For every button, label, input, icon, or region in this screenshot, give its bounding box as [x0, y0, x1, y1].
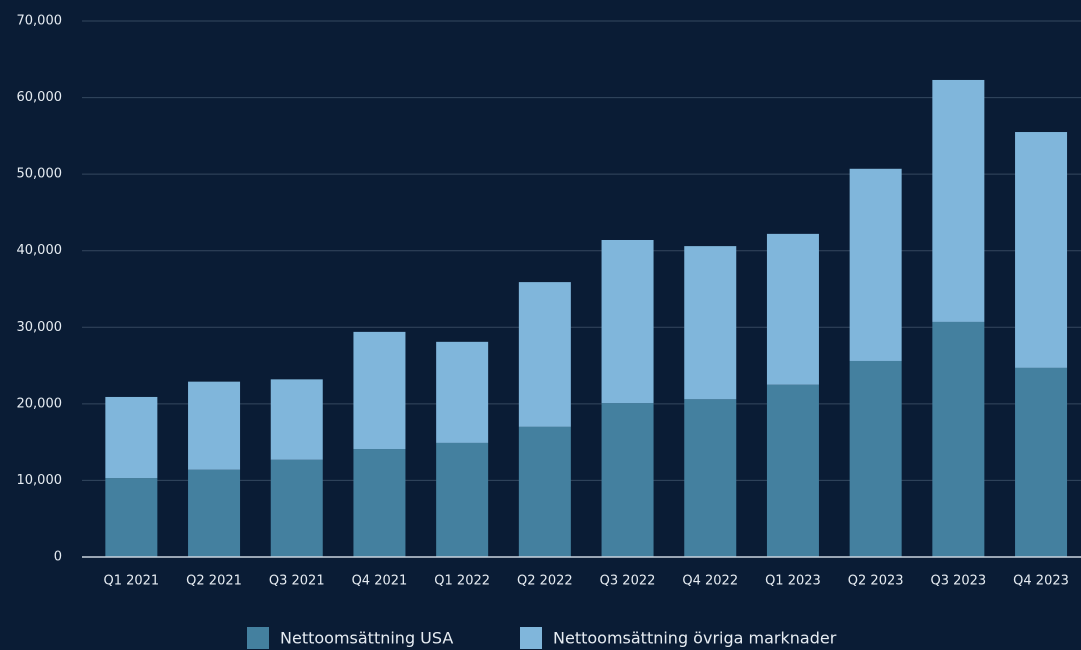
x-tick-label: Q4 2023: [1013, 574, 1069, 589]
bar-segment: [601, 239, 654, 404]
bar-segment: [270, 379, 323, 460]
legend-label: Nettoomsättning övriga marknader: [553, 629, 837, 648]
legend-swatch: [520, 627, 542, 649]
y-tick-label: 30,000: [17, 320, 63, 335]
x-tick-label: Q3 2022: [600, 574, 656, 589]
y-tick-label: 0: [54, 550, 62, 565]
legend-swatch: [247, 627, 269, 649]
x-tick-label: Q3 2023: [930, 574, 986, 589]
y-tick-label: 50,000: [17, 167, 63, 182]
x-tick-label: Q4 2021: [352, 574, 408, 589]
bar-segment: [353, 449, 406, 557]
x-tick-label: Q1 2021: [103, 574, 159, 589]
bar-segment: [601, 403, 654, 557]
bar-segment: [766, 384, 819, 557]
bar-segment: [766, 233, 819, 385]
x-tick-label: Q2 2023: [848, 574, 904, 589]
bar-segment: [105, 478, 158, 557]
x-tick-label: Q2 2021: [186, 574, 242, 589]
y-tick-label: 10,000: [17, 473, 63, 488]
bar-segment: [188, 469, 241, 557]
x-tick-label: Q1 2022: [434, 574, 490, 589]
bar-segment: [105, 396, 158, 479]
bar-segment: [188, 381, 241, 470]
bar-segment: [518, 426, 571, 557]
x-tick-label: Q4 2022: [682, 574, 738, 589]
bar-segment: [684, 246, 737, 400]
x-tick-label: Q3 2021: [269, 574, 325, 589]
y-tick-label: 60,000: [17, 90, 63, 105]
bar-segment: [932, 321, 985, 557]
bar-segment: [353, 331, 406, 450]
bar-segment: [849, 360, 902, 557]
bar-segment: [518, 282, 571, 427]
bar-segment: [436, 442, 489, 557]
x-tick-label: Q1 2023: [765, 574, 821, 589]
legend-label: Nettoomsättning USA: [280, 629, 453, 648]
bar-segment: [1015, 132, 1068, 368]
bar-segment: [849, 168, 902, 361]
bar-segment: [270, 459, 323, 557]
bar-segment: [1015, 367, 1068, 557]
x-tick-label: Q2 2022: [517, 574, 573, 589]
bar-segment: [684, 399, 737, 557]
bar-segment: [932, 79, 985, 322]
y-tick-label: 20,000: [17, 396, 63, 411]
bar-segment: [436, 341, 489, 443]
y-tick-label: 40,000: [17, 243, 63, 258]
y-tick-label: 70,000: [17, 14, 63, 29]
